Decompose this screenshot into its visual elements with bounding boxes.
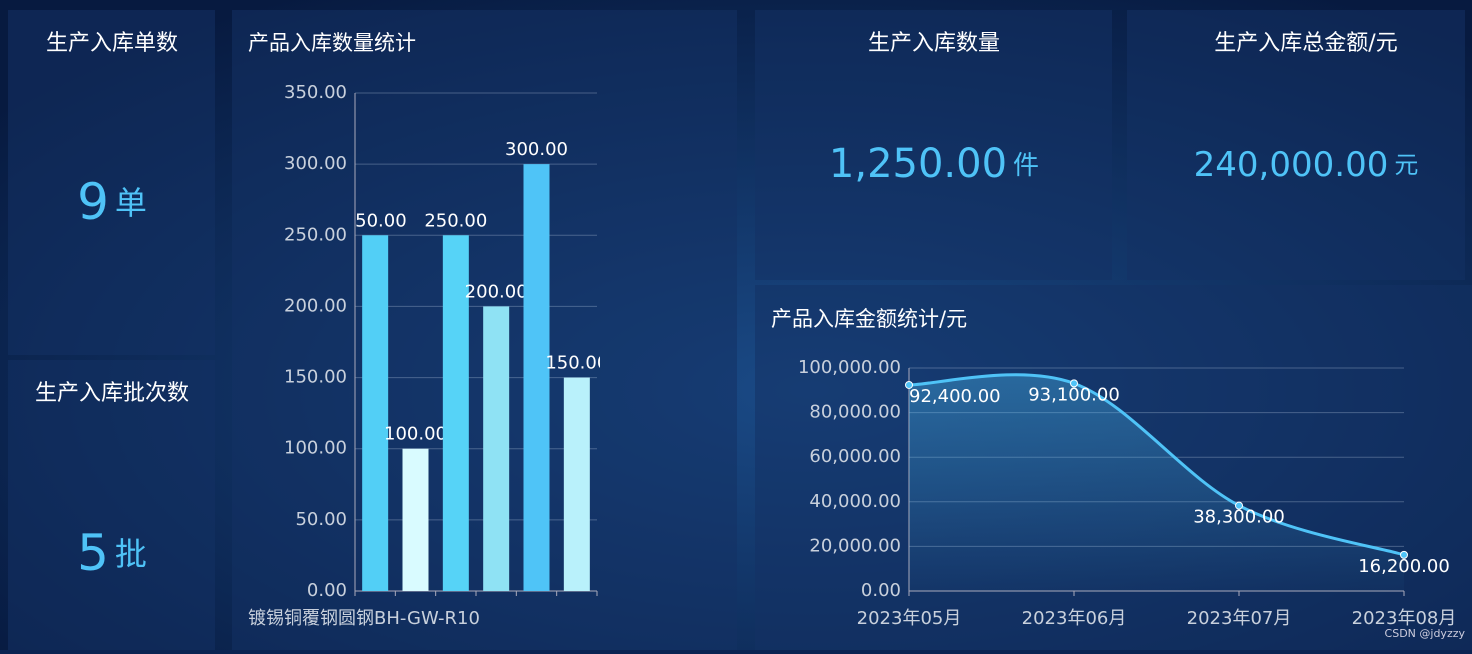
card-title: 生产入库批次数 [35, 381, 189, 406]
y-tick-label: 50.00 [295, 509, 347, 530]
watermark: CSDN @jdyzzy [1385, 627, 1466, 640]
y-tick-label: 350.00 [284, 82, 347, 103]
unit: 元 [1394, 151, 1418, 179]
card-panel [8, 10, 215, 355]
unit: 件 [1013, 151, 1039, 181]
y-tick-label: 200.00 [284, 295, 347, 316]
y-tick-label: 250.00 [284, 224, 347, 245]
data-label: 250.00 [344, 210, 407, 231]
x-tick-label: 2023年05月 [857, 608, 962, 629]
data-label: 92,400.00 [909, 386, 1001, 407]
card-title: 生产入库数量 [868, 31, 1000, 56]
data-label: 250.00 [424, 210, 487, 231]
card-title: 生产入库单数 [46, 31, 178, 56]
data-label: 38,300.00 [1193, 507, 1285, 528]
bar [362, 235, 389, 592]
y-tick-label: 150.00 [284, 367, 347, 388]
bar [483, 306, 510, 591]
bar [523, 164, 550, 591]
value: 1,250.00 [829, 141, 1007, 187]
card-value: 240,000.00 元 [1194, 145, 1419, 185]
value: 240,000.00 [1194, 145, 1389, 185]
y-tick-label: 80,000.00 [809, 402, 901, 423]
point [1070, 379, 1078, 388]
y-tick-label: 0.00 [307, 580, 347, 601]
data-label: 200.00 [465, 281, 528, 302]
bar [442, 235, 469, 592]
value: 9 [77, 173, 109, 231]
data-label: 16,200.00 [1358, 556, 1450, 577]
y-tick-label: 100.00 [284, 438, 347, 459]
y-tick-label: 300.00 [284, 153, 347, 174]
area [909, 374, 1404, 591]
value: 5 [77, 524, 109, 582]
line [908, 373, 1405, 557]
y-tick-label: 40,000.00 [809, 491, 901, 512]
point [1235, 501, 1243, 510]
y-tick-label: 60,000.00 [809, 446, 901, 467]
card-panel [1127, 10, 1465, 280]
card-title: 生产入库总金额/元 [1214, 31, 1397, 56]
y-tick-label: 20,000.00 [809, 535, 901, 556]
chart-title: 产品入库金额统计/元 [771, 307, 967, 331]
bar [402, 448, 429, 591]
card-panel [8, 360, 215, 650]
data-label: 100.00 [384, 424, 447, 445]
x-tick-label: 2023年07月 [1187, 608, 1292, 629]
bar [563, 377, 590, 591]
point [905, 380, 913, 389]
card-value: 1,250.00 件 [829, 141, 1039, 187]
data-label: 93,100.00 [1028, 384, 1120, 405]
card-panel [755, 10, 1112, 280]
y-tick-label: 100,000.00 [798, 357, 901, 378]
y-tick-label: 0.00 [861, 580, 901, 601]
unit: 单 [115, 184, 147, 222]
data-label: 150.00 [545, 353, 608, 374]
chart-title: 产品入库数量统计 [248, 31, 416, 55]
x-tick-label: 2023年06月 [1022, 608, 1127, 629]
x-tick-label: 镀锡铜覆钢圆钢BH-GW-R10 [248, 608, 480, 629]
x-tick-label: 2023年08月 [1352, 608, 1457, 629]
point [1400, 550, 1408, 559]
data-label: 300.00 [505, 139, 568, 160]
unit: 批 [115, 535, 147, 573]
